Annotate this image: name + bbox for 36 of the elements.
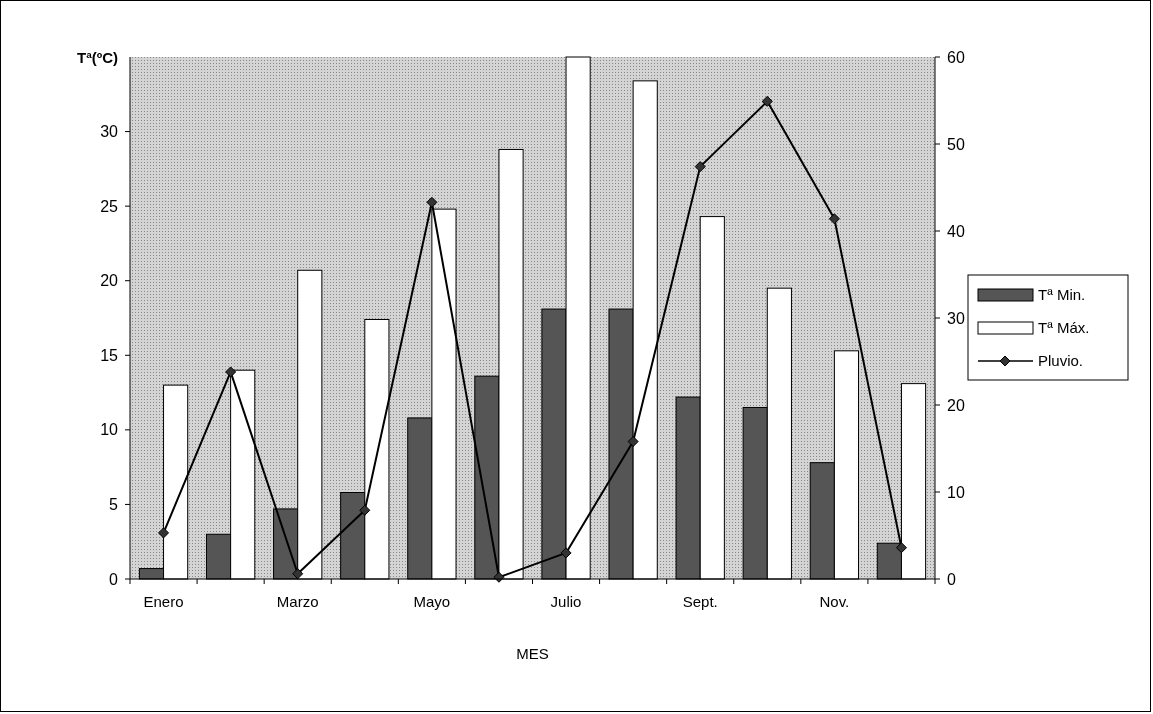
y-tick-label: 10 (100, 421, 119, 439)
y-tick-label: 25 (100, 197, 119, 215)
y2-tick-label: 40 (947, 222, 965, 240)
legend-label: Tª Máx. (1038, 319, 1090, 337)
point (627, 436, 639, 448)
point (761, 95, 773, 107)
y2-tick-label: 30 (947, 309, 965, 327)
point (560, 547, 572, 559)
y2-tick-label: 20 (947, 396, 965, 414)
point (225, 366, 237, 378)
y2-tick-label: 50 (947, 135, 965, 153)
y-tick-label: 20 (100, 272, 119, 290)
y2-tick-label: 0 (947, 570, 956, 588)
legend-label: Tª Min. (1038, 286, 1086, 304)
x-tick-label: Nov. (819, 593, 850, 610)
y-tick-label: 5 (109, 496, 119, 514)
y-axis-title: Tª(ºC) (76, 49, 118, 66)
point (895, 542, 907, 554)
y-tick-label: 30 (100, 123, 119, 141)
y2-tick-label: 10 (947, 483, 965, 501)
x-tick-label: Mayo (413, 593, 451, 610)
point (292, 568, 304, 580)
x-tick-label: Julio (550, 593, 582, 610)
x-tick-label: Marzo (276, 593, 319, 610)
x-tick-label: Sept. (682, 593, 718, 610)
y-tick-label: 15 (100, 346, 119, 364)
point (426, 196, 438, 208)
y2-tick-label: 60 (947, 48, 965, 66)
point (694, 161, 706, 173)
legend-label: Pluvio. (1038, 352, 1084, 370)
x-tick-label: Enero (143, 593, 184, 610)
x-axis-title: MES (516, 645, 549, 662)
point (158, 527, 170, 539)
y-tick-label: 0 (109, 570, 119, 588)
point (828, 213, 840, 225)
point (359, 504, 371, 516)
